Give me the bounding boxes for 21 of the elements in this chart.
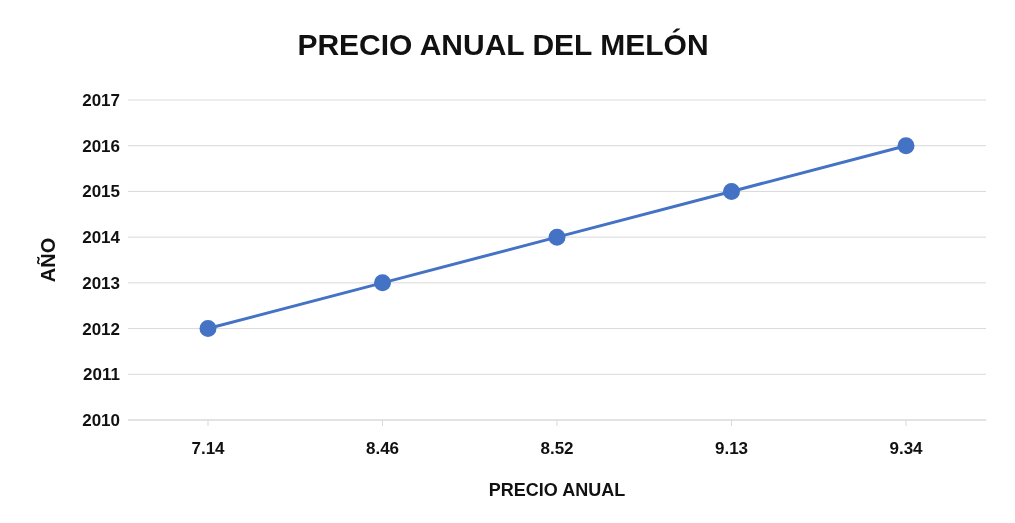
x-tick-label: 7.14	[191, 439, 226, 459]
x-tick-label: 9.13	[714, 439, 749, 459]
y-tick-label: 2015	[82, 182, 120, 202]
y-axis-title: AÑO	[37, 237, 60, 283]
chart-title: PRECIO ANUAL DEL MELÓN	[296, 28, 710, 63]
x-tick-label: 9.34	[889, 439, 924, 459]
point	[897, 137, 915, 155]
x-tick-label: 8.52	[540, 439, 574, 459]
x-tick-label: 8.46	[365, 439, 400, 459]
y-tick-label: 2013	[82, 273, 120, 293]
y-tick-label: 2016	[82, 136, 120, 156]
point	[723, 182, 740, 200]
y-tick-label: 2014	[82, 228, 121, 248]
y-tick-label: 2011	[83, 365, 120, 385]
y-tick-label: 2017	[82, 91, 120, 111]
y-tick-label: 2012	[82, 319, 120, 339]
y-tick-label: 2010	[82, 411, 120, 431]
x-axis-title: PRECIO ANUAL	[488, 480, 626, 500]
point	[548, 228, 566, 246]
point	[374, 274, 391, 292]
point	[199, 320, 217, 338]
